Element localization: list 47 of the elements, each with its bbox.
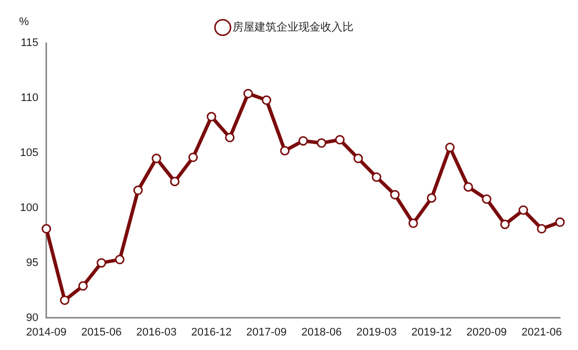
point (500, 220, 510, 230)
point (390, 190, 400, 200)
y-tick-label: 95 (26, 256, 38, 269)
y-tick-label: 105 (20, 146, 38, 159)
point (133, 186, 143, 196)
point (60, 295, 70, 305)
x-tick-label: 2015-06 (81, 326, 122, 338)
x-tick-label: 2019-03 (356, 326, 397, 338)
point (482, 194, 492, 204)
point (445, 142, 455, 152)
point (206, 112, 216, 122)
point (152, 154, 162, 164)
point (298, 136, 308, 146)
point (96, 258, 106, 268)
point (280, 146, 290, 156)
x-tick-label: 2016-12 (191, 326, 232, 338)
point (372, 172, 382, 182)
point (408, 218, 418, 228)
point (78, 281, 88, 291)
point (114, 254, 124, 264)
point (42, 224, 52, 234)
x-tick-label: 2020-09 (466, 326, 507, 338)
point (170, 176, 180, 186)
y-tick-label: 90 (26, 312, 38, 324)
legend-label: 房屋建筑企业现金收入比 (232, 20, 354, 34)
point (243, 88, 253, 98)
y-tick-label: 110 (20, 92, 38, 104)
point (426, 193, 436, 203)
point (225, 132, 235, 142)
point (262, 95, 272, 105)
point (188, 152, 198, 162)
point (316, 138, 326, 148)
y-tick-label: 100 (20, 202, 38, 214)
x-tick-label: 2019-12 (411, 326, 452, 338)
x-tick-label: 2021-06 (521, 326, 562, 338)
point (555, 217, 565, 227)
point (518, 205, 528, 215)
x-tick-label: 2017-09 (246, 326, 287, 338)
point (353, 154, 363, 164)
x-tick-label: 2016-03 (136, 326, 177, 338)
y-tick-label: 115 (20, 37, 38, 50)
point (335, 134, 345, 144)
point (536, 224, 546, 234)
y-axis-title: % (19, 16, 30, 28)
x-tick-label: 2014-09 (26, 326, 67, 338)
x-tick-label: 2018-06 (301, 326, 342, 338)
point (464, 182, 474, 192)
